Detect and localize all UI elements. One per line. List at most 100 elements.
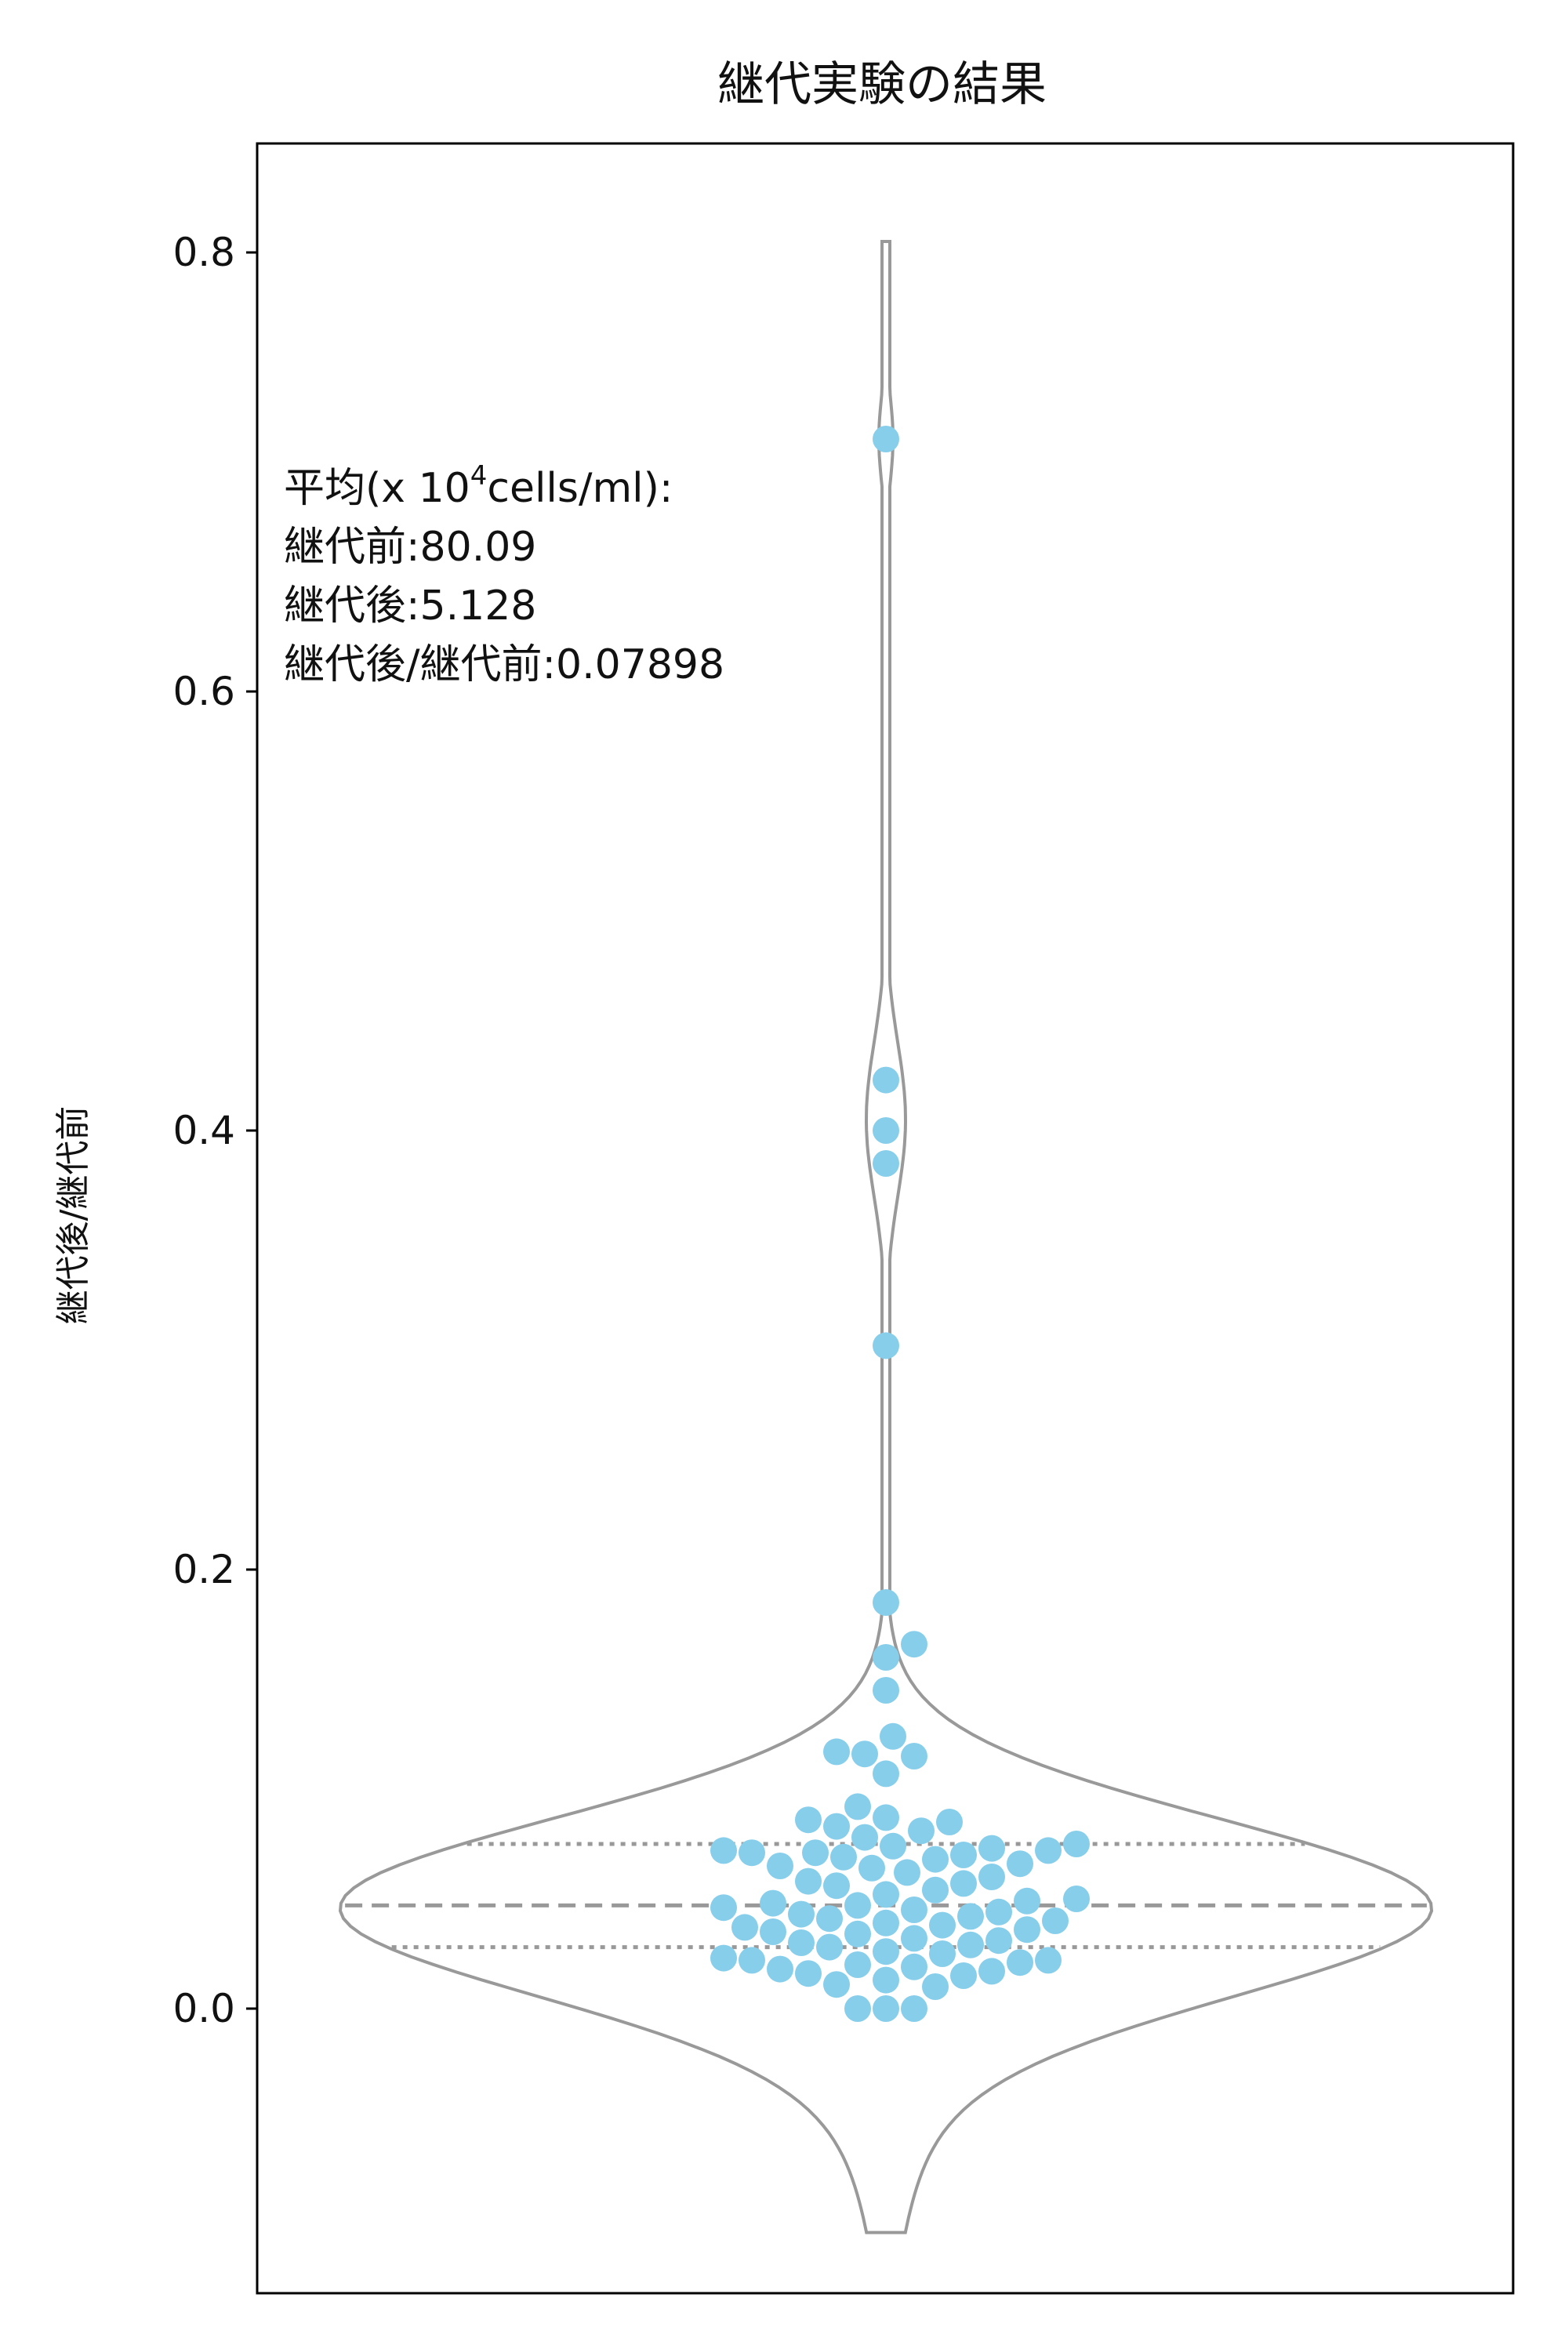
data-point bbox=[985, 1927, 1012, 1955]
data-point bbox=[1007, 1850, 1033, 1878]
y-tick-label: 0.4 bbox=[172, 1108, 235, 1153]
data-point bbox=[823, 1872, 850, 1900]
data-point bbox=[978, 1958, 1005, 1985]
data-point bbox=[710, 1894, 737, 1922]
data-point bbox=[922, 1846, 949, 1873]
data-point bbox=[823, 1971, 850, 1998]
data-point bbox=[873, 1589, 899, 1616]
data-point bbox=[844, 1793, 871, 1820]
data-point bbox=[1014, 1916, 1040, 1944]
annotation-header-suffix: cells/ml): bbox=[487, 465, 673, 512]
data-point bbox=[978, 1835, 1005, 1862]
data-point bbox=[1063, 1831, 1090, 1857]
data-point bbox=[710, 1837, 737, 1864]
data-point bbox=[739, 1839, 765, 1867]
data-point bbox=[894, 1859, 920, 1886]
annotation-header-prefix: 平均(x 10 bbox=[284, 465, 470, 512]
data-point bbox=[873, 426, 899, 452]
data-point bbox=[851, 1740, 878, 1768]
data-point bbox=[795, 1867, 822, 1895]
data-point bbox=[788, 1929, 815, 1956]
data-point bbox=[858, 1854, 885, 1882]
data-point bbox=[873, 1966, 899, 1994]
data-point bbox=[873, 1909, 899, 1936]
data-point bbox=[788, 1900, 815, 1928]
data-point bbox=[901, 1896, 927, 1923]
y-axis-label: 継代後/継代前 bbox=[53, 1106, 93, 1325]
violin-outline bbox=[338, 240, 1434, 2234]
annotation-header: 平均(x 104cells/ml): bbox=[284, 460, 673, 512]
data-point bbox=[844, 1920, 871, 1947]
data-point bbox=[873, 1677, 899, 1704]
data-point bbox=[950, 1842, 977, 1868]
data-point bbox=[950, 1870, 977, 1897]
data-point bbox=[851, 1824, 878, 1851]
data-point bbox=[731, 1914, 758, 1941]
y-tick-label: 0.2 bbox=[172, 1547, 235, 1592]
data-point bbox=[1035, 1947, 1062, 1974]
data-point bbox=[844, 1995, 871, 2022]
data-point bbox=[873, 1881, 899, 1908]
data-point bbox=[901, 1953, 927, 1980]
data-point bbox=[950, 1962, 977, 1989]
data-point bbox=[795, 1960, 822, 1987]
data-point bbox=[929, 1940, 956, 1967]
data-point bbox=[873, 1117, 899, 1144]
data-point bbox=[873, 1804, 899, 1831]
y-tick-label: 0.8 bbox=[172, 230, 235, 275]
data-point bbox=[710, 1944, 737, 1972]
y-tick-label: 0.0 bbox=[172, 1986, 235, 2031]
data-point bbox=[795, 1806, 822, 1834]
data-point bbox=[767, 1955, 793, 1983]
data-point bbox=[957, 1903, 984, 1930]
data-point bbox=[978, 1864, 1005, 1890]
annotation-header-exponent: 4 bbox=[470, 460, 488, 492]
data-point bbox=[873, 1150, 899, 1177]
data-point bbox=[816, 1905, 843, 1933]
data-point bbox=[760, 1889, 786, 1917]
data-point bbox=[760, 1918, 786, 1945]
data-point bbox=[985, 1898, 1012, 1926]
data-point bbox=[901, 1925, 927, 1952]
data-point bbox=[844, 1951, 871, 1978]
data-point bbox=[873, 1938, 899, 1965]
data-point bbox=[873, 1760, 899, 1788]
mean-annotation: 平均(x 104cells/ml): 継代前:80.09 継代後:5.128 継… bbox=[284, 460, 724, 688]
data-point bbox=[922, 1876, 949, 1904]
data-point bbox=[936, 1809, 963, 1835]
data-point bbox=[823, 1813, 850, 1840]
data-point bbox=[844, 1892, 871, 1919]
data-point bbox=[830, 1843, 857, 1871]
data-point bbox=[823, 1738, 850, 1766]
data-point bbox=[1042, 1907, 1069, 1934]
data-point bbox=[1007, 1949, 1033, 1976]
data-point bbox=[957, 1931, 984, 1958]
data-point bbox=[873, 1644, 899, 1671]
data-point bbox=[901, 1995, 927, 2022]
annotation-line-after: 継代後:5.128 bbox=[284, 583, 536, 630]
data-point bbox=[873, 1995, 899, 2022]
y-tick-label: 0.6 bbox=[172, 669, 235, 714]
data-point bbox=[1014, 1887, 1040, 1915]
data-point bbox=[873, 1332, 899, 1359]
data-point bbox=[1063, 1886, 1090, 1912]
data-point bbox=[901, 1743, 927, 1769]
annotation-line-before: 継代前:80.09 bbox=[284, 524, 536, 571]
plot-area: 0.0 0.2 0.4 0.6 0.8 bbox=[172, 142, 1515, 2295]
data-point bbox=[880, 1722, 906, 1750]
data-point bbox=[908, 1817, 935, 1845]
data-point bbox=[901, 1631, 927, 1658]
data-point bbox=[1035, 1837, 1062, 1864]
data-point bbox=[816, 1933, 843, 1961]
data-point bbox=[739, 1947, 765, 1974]
data-point bbox=[929, 1911, 956, 1939]
data-point bbox=[873, 1066, 899, 1094]
data-point bbox=[802, 1839, 829, 1867]
data-point bbox=[880, 1832, 906, 1860]
annotation-line-ratio: 継代後/継代前:0.07898 bbox=[284, 641, 724, 688]
data-point bbox=[767, 1853, 793, 1879]
axes-frame bbox=[256, 142, 1515, 2295]
data-point bbox=[922, 1973, 949, 2000]
